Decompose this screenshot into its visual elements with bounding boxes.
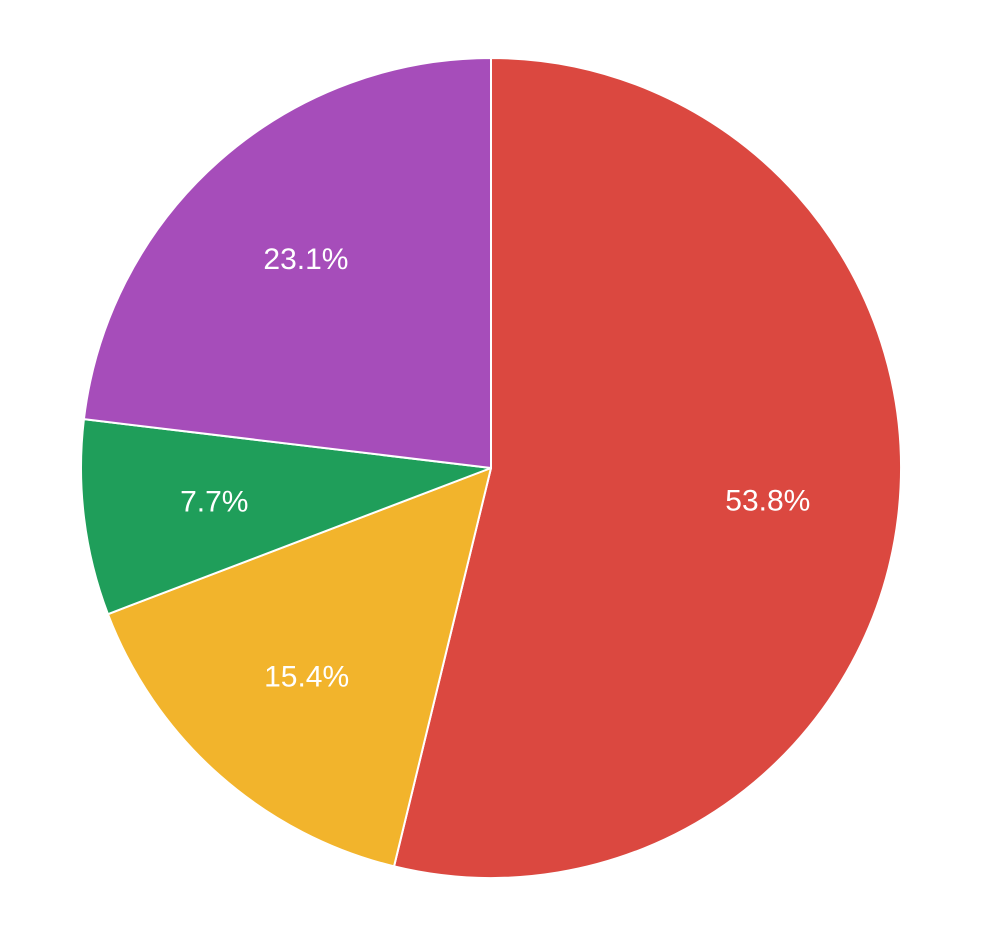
pie-slice-label-2: 7.7%	[180, 486, 248, 519]
pie-slice-2	[80, 418, 492, 616]
pie-slice-0	[393, 57, 902, 879]
labels-layer: 53.8% 15.4% 7.7% 23.1%	[180, 243, 810, 694]
pie-slice-label-1: 15.4%	[264, 661, 349, 694]
pie-slice-label-0: 53.8%	[725, 485, 810, 518]
pie-slice-label-3: 23.1%	[263, 243, 348, 276]
slices-layer	[80, 57, 902, 879]
pie-slice-1	[106, 467, 492, 868]
pie-slice-3	[82, 57, 492, 469]
